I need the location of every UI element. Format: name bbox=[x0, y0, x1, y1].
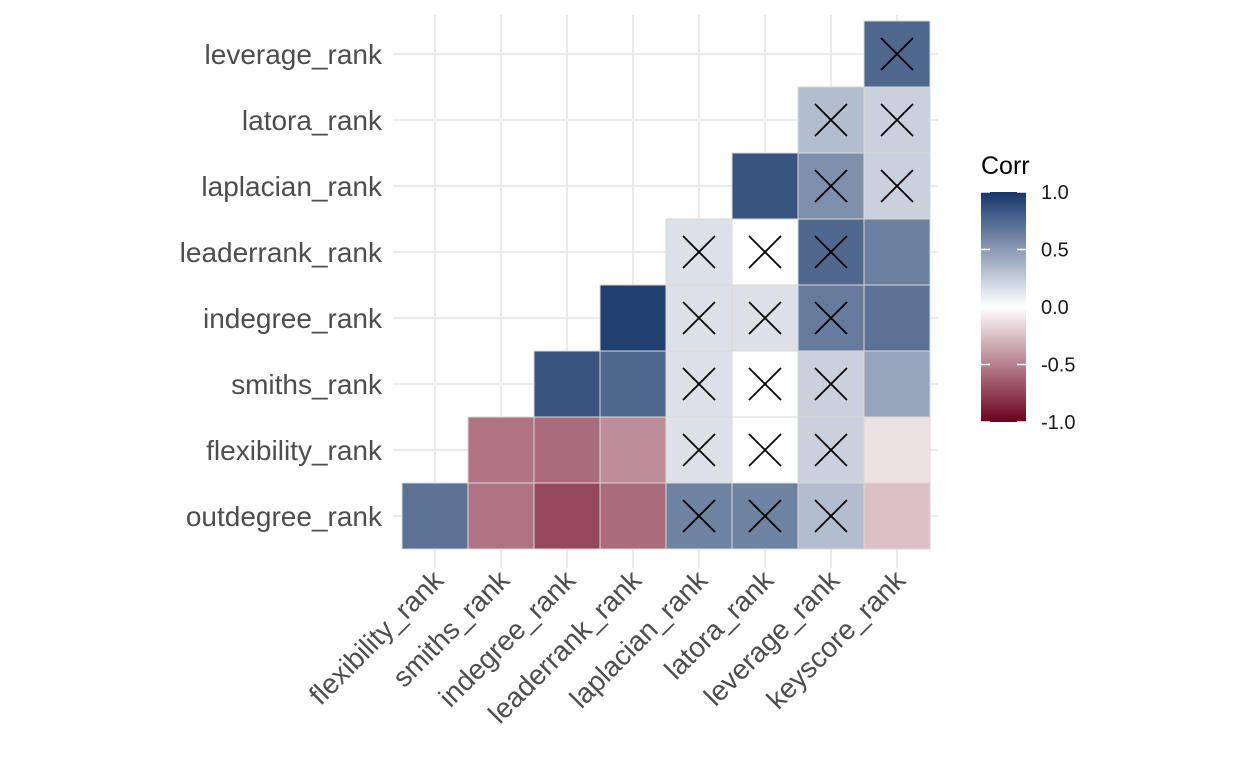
heatmap-cells bbox=[401, 20, 931, 550]
heatmap-cell bbox=[863, 350, 931, 418]
legend-tick-label: -0.5 bbox=[1041, 355, 1075, 377]
y-tick-label: latora_rank bbox=[242, 105, 383, 136]
insignificant-x-mark bbox=[814, 103, 848, 137]
legend-tick-label: -1.0 bbox=[1041, 412, 1075, 434]
y-tick-label: outdegree_rank bbox=[186, 501, 383, 532]
insignificant-x-mark bbox=[748, 367, 782, 401]
insignificant-x-mark bbox=[880, 103, 914, 137]
heatmap-cell bbox=[599, 482, 667, 550]
insignificant-x-mark bbox=[748, 499, 782, 533]
insignificant-x-mark bbox=[814, 235, 848, 269]
heatmap-cell bbox=[863, 218, 931, 286]
y-tick-label: leaderrank_rank bbox=[180, 237, 383, 268]
heatmap-cell bbox=[731, 152, 799, 220]
insignificant-x-mark bbox=[682, 367, 716, 401]
insignificant-x-mark bbox=[682, 433, 716, 467]
y-tick-label: flexibility_rank bbox=[206, 435, 383, 466]
y-tick-label: indegree_rank bbox=[203, 303, 383, 334]
y-tick-label: laplacian_rank bbox=[201, 171, 383, 202]
legend: Corr 1.0 0.5 0.0 -0.5 -1.0 bbox=[981, 152, 1075, 434]
heatmap-cell bbox=[863, 416, 931, 484]
legend-tick-label: 1.0 bbox=[1041, 182, 1069, 204]
heatmap-cell bbox=[533, 350, 601, 418]
y-tick-label: smiths_rank bbox=[231, 369, 383, 400]
legend-tick-label: 0.0 bbox=[1041, 297, 1069, 319]
heatmap-cell bbox=[467, 416, 535, 484]
insignificant-x-mark bbox=[814, 301, 848, 335]
insignificant-x-mark bbox=[682, 499, 716, 533]
legend-tick-label: 0.5 bbox=[1041, 240, 1069, 262]
insignificant-x-mark bbox=[814, 367, 848, 401]
y-tick-label: leverage_rank bbox=[205, 39, 383, 70]
heatmap-cell bbox=[863, 284, 931, 352]
heatmap-cell bbox=[599, 350, 667, 418]
insignificant-x-mark bbox=[814, 499, 848, 533]
insignificant-x-mark bbox=[748, 235, 782, 269]
insignificant-x-mark bbox=[682, 301, 716, 335]
insignificant-x-mark bbox=[880, 169, 914, 203]
legend-title: Corr bbox=[981, 152, 1030, 180]
insignificant-x-mark bbox=[748, 433, 782, 467]
insignificance-marks bbox=[682, 37, 914, 533]
heatmap-cell bbox=[533, 482, 601, 550]
heatmap-cell bbox=[599, 416, 667, 484]
insignificant-x-mark bbox=[682, 235, 716, 269]
insignificant-x-mark bbox=[748, 301, 782, 335]
heatmap-cell bbox=[533, 416, 601, 484]
y-axis-labels: outdegree_rank flexibility_rank smiths_ran… bbox=[180, 39, 383, 532]
x-axis-labels: flexibility_ranksmiths_rankindegree_rank… bbox=[303, 564, 912, 730]
insignificant-x-mark bbox=[880, 37, 914, 71]
heatmap-cell bbox=[863, 482, 931, 550]
insignificant-x-mark bbox=[814, 169, 848, 203]
heatmap-cell bbox=[401, 482, 469, 550]
heatmap-cell bbox=[467, 482, 535, 550]
insignificant-x-mark bbox=[814, 433, 848, 467]
heatmap-cell bbox=[599, 284, 667, 352]
